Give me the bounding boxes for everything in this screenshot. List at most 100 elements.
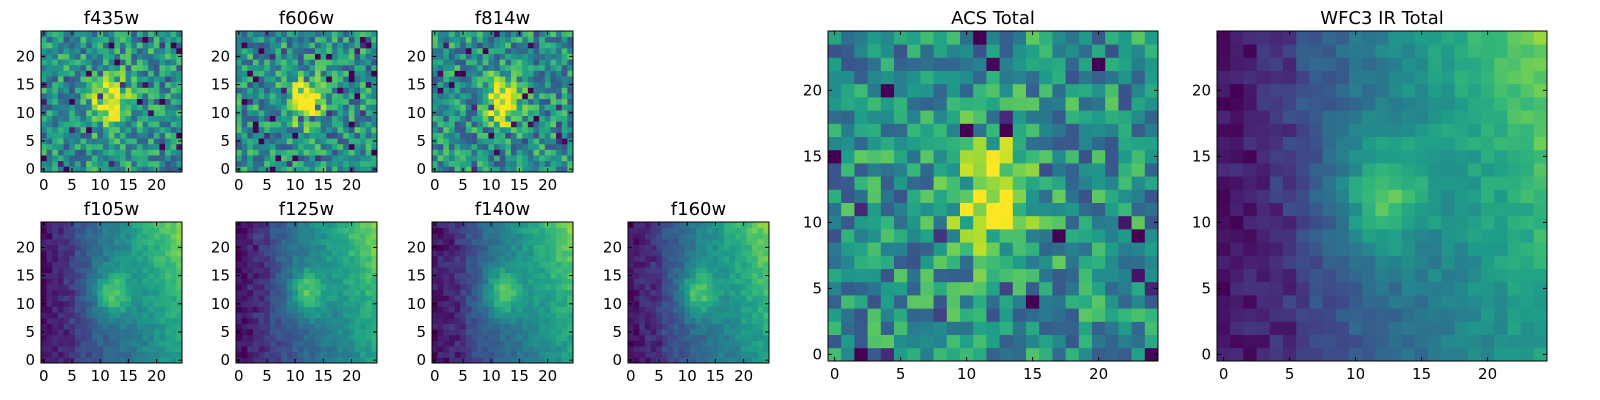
heatmap-cell [740, 329, 747, 336]
heatmap-cell [946, 268, 961, 283]
heatmap-cell [533, 64, 540, 71]
heatmap-cell [465, 87, 472, 94]
heatmap-cell [482, 267, 489, 274]
heatmap-cell [103, 47, 110, 54]
heatmap-cell [494, 143, 501, 150]
heatmap-cell [275, 138, 282, 145]
heatmap-cell [701, 233, 708, 240]
heatmap-cell [114, 104, 121, 111]
heatmap-cell [269, 295, 276, 302]
heatmap-cell [114, 284, 121, 291]
heatmap-cell [550, 47, 557, 54]
heatmap-cell [348, 36, 355, 43]
heatmap-cell [718, 238, 725, 245]
heatmap-cell [57, 255, 64, 262]
heatmap-cell [471, 272, 478, 279]
heatmap-cell [114, 346, 121, 353]
heatmap-cell [57, 138, 64, 145]
heatmap-cell [303, 149, 310, 156]
heatmap-cell [454, 334, 461, 341]
heatmap-cell [729, 272, 736, 279]
heatmap-cell [946, 347, 961, 362]
heatmap-cell [314, 115, 321, 122]
heatmap-cell [432, 104, 439, 111]
heatmap-cell [41, 295, 48, 302]
heatmap-cell [46, 284, 53, 291]
heatmap-cell [443, 64, 450, 71]
heatmap-cell [41, 317, 48, 324]
heatmap-cell [176, 36, 183, 43]
heatmap-cell [639, 238, 646, 245]
heatmap-cell [57, 267, 64, 274]
heatmap-cell [482, 312, 489, 319]
heatmap-cell [69, 334, 76, 341]
heatmap-cell [471, 238, 478, 245]
heatmap-cell [656, 340, 663, 347]
heatmap-cell [505, 238, 512, 245]
heatmap-cell [544, 340, 551, 347]
heatmap-cell [854, 149, 868, 164]
heatmap-cell [471, 132, 478, 139]
heatmap-cell [494, 121, 501, 128]
heatmap-cell [718, 222, 725, 229]
heatmap-cell [639, 244, 646, 251]
heatmap-cell [52, 289, 59, 296]
heatmap-cell [729, 340, 736, 347]
heatmap-cell [986, 229, 1000, 243]
heatmap-cell [544, 255, 551, 262]
heatmap-cell [354, 284, 361, 291]
heatmap-cell [46, 250, 53, 257]
heatmap-cell [522, 244, 529, 251]
heatmap-cell [125, 143, 132, 150]
heatmap-cell [729, 317, 736, 324]
heatmap-cell [103, 138, 110, 145]
heatmap-cell [448, 295, 455, 302]
heatmap-cell [907, 334, 921, 349]
heatmap-cell [320, 76, 327, 83]
heatmap-cell [119, 64, 126, 71]
heatmap-cell [561, 357, 568, 364]
heatmap-cell [348, 295, 355, 302]
heatmap-cell [269, 31, 276, 38]
heatmap-cell [488, 340, 495, 347]
heatmap-cell [354, 300, 361, 307]
heatmap-cell [269, 160, 276, 167]
heatmap-cell [63, 93, 70, 100]
heatmap-cell [690, 278, 697, 285]
heatmap-cell [52, 132, 59, 139]
heatmap-cell [46, 255, 53, 262]
heatmap-cell [298, 115, 305, 122]
heatmap-cell [176, 255, 183, 262]
heatmap-cell [57, 160, 64, 167]
heatmap-cell [125, 47, 132, 54]
heatmap-cell [170, 351, 177, 358]
heatmap-cell [667, 295, 674, 302]
heatmap-cell [522, 160, 529, 167]
heatmap-cell [286, 323, 293, 330]
y-tick-label: 0 [25, 351, 35, 369]
heatmap-cell [80, 329, 87, 336]
heatmap-cell [241, 329, 248, 336]
y-tick-label: 15 [211, 76, 230, 94]
heatmap-cell [561, 227, 568, 234]
heatmap-cell [298, 222, 305, 229]
heatmap-cell [673, 222, 680, 229]
heatmap-cell [320, 138, 327, 145]
heatmap-cell [269, 70, 276, 77]
heatmap-cell [841, 281, 855, 296]
heatmap-cell [933, 163, 948, 177]
heatmap-cell [298, 53, 305, 60]
heatmap-cell [41, 261, 48, 268]
heatmap-cell [482, 238, 489, 245]
heatmap-cell [678, 289, 685, 296]
heatmap-cell [556, 295, 563, 302]
heatmap-cell [695, 312, 702, 319]
heatmap-cell [136, 340, 143, 347]
heatmap-cell [337, 93, 344, 100]
heatmap-cell [159, 160, 166, 167]
heatmap-cell [443, 59, 450, 66]
heatmap-cell [46, 143, 53, 150]
panel-title: f606w [279, 8, 334, 29]
heatmap-cell [114, 340, 121, 347]
heatmap-cell [712, 289, 719, 296]
